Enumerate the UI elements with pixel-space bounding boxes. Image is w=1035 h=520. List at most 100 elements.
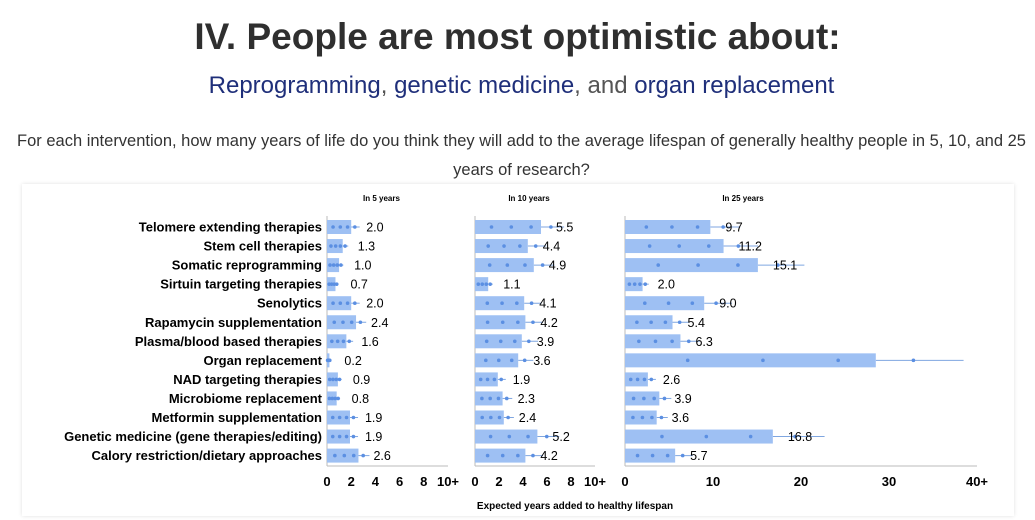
value-label: 6.3 <box>695 335 712 349</box>
response-dot <box>330 415 335 420</box>
response-dot <box>485 301 490 305</box>
value-label: 0.8 <box>352 392 369 406</box>
response-dot <box>345 225 350 229</box>
value-label: 5.7 <box>690 449 707 463</box>
response-dot <box>492 377 497 382</box>
response-dot <box>484 282 489 286</box>
response-dot <box>670 339 674 344</box>
x-tick-label: 0 <box>621 474 628 489</box>
response-dot <box>628 377 633 382</box>
response-dot <box>714 301 718 305</box>
value-label: 1.9 <box>365 411 382 425</box>
response-dot <box>485 377 490 382</box>
response-dot <box>496 396 501 401</box>
subtitle-separator-2: , and <box>574 72 635 99</box>
response-dot <box>353 301 357 305</box>
response-dot <box>330 339 334 344</box>
response-dot <box>334 282 339 286</box>
response-dot <box>351 415 356 420</box>
value-label: 2.0 <box>366 297 383 311</box>
response-dot <box>690 301 695 305</box>
response-dot <box>330 396 335 401</box>
response-dot <box>327 282 331 286</box>
survey-question: For each intervention, how many years of… <box>17 132 1026 179</box>
lifespan-chart: Telomere extending therapies Stem cell th… <box>64 194 988 512</box>
response-dot <box>500 453 505 458</box>
bar <box>475 220 541 234</box>
response-dot <box>504 396 509 401</box>
category-label: NAD targeting therapies <box>173 372 322 387</box>
response-dot <box>337 415 342 420</box>
subtitle-genetic-medicine: genetic medicine <box>394 72 575 99</box>
response-dot <box>512 339 517 344</box>
response-dot <box>677 244 682 248</box>
response-dot <box>526 434 530 439</box>
response-dot <box>721 225 725 229</box>
response-dot <box>488 434 493 439</box>
bar <box>625 429 773 444</box>
response-dot <box>653 339 658 344</box>
value-label: 1.9 <box>365 430 382 444</box>
panel-title-in-25-years: In 25 years <box>722 194 764 203</box>
category-label: Plasma/blood based therapies <box>135 334 322 349</box>
response-dot <box>330 434 335 439</box>
x-tick-label: 6 <box>543 474 550 489</box>
category-label: Microbiome replacement <box>169 391 323 406</box>
response-dot <box>696 263 700 267</box>
response-dot <box>544 434 549 439</box>
response-dot <box>332 320 337 325</box>
value-label: 4.1 <box>539 297 556 311</box>
response-dot <box>670 225 674 229</box>
response-dot <box>496 358 501 363</box>
value-label: 1.6 <box>361 335 378 349</box>
response-dot <box>338 244 343 248</box>
response-dot <box>635 377 640 382</box>
category-label: Metformin supplementation <box>152 410 323 425</box>
response-dot <box>637 339 641 344</box>
response-dot <box>643 282 648 286</box>
value-label: 0.2 <box>344 354 361 368</box>
response-dot <box>736 263 740 267</box>
bar <box>625 296 705 311</box>
x-tick-label: 2 <box>495 474 502 489</box>
response-dot <box>662 396 667 401</box>
response-dot <box>489 415 493 420</box>
response-dot <box>911 358 916 363</box>
response-dot <box>631 396 636 401</box>
value-label: 15.1 <box>773 259 797 273</box>
response-dot <box>349 320 354 325</box>
response-dot <box>518 244 522 248</box>
response-dot <box>331 377 335 382</box>
response-dot <box>659 415 664 420</box>
response-dot <box>663 320 668 325</box>
response-dot <box>638 282 642 286</box>
response-dot <box>523 263 527 267</box>
response-dot <box>485 320 490 325</box>
bar <box>625 334 681 349</box>
category-label: Stem cell therapies <box>204 239 323 254</box>
response-dot <box>531 320 535 325</box>
response-dot <box>507 434 512 439</box>
response-dot <box>331 301 335 305</box>
bar <box>475 258 534 273</box>
value-label: 1.3 <box>358 240 375 254</box>
value-label: 5.5 <box>556 221 573 235</box>
bar <box>475 296 525 311</box>
response-dot <box>540 263 545 267</box>
response-dot <box>529 225 533 229</box>
response-dot <box>480 415 485 420</box>
bar <box>625 220 711 234</box>
response-dot <box>327 377 332 382</box>
value-label: 2.0 <box>658 278 675 292</box>
response-dot <box>343 244 347 248</box>
x-tick-label: 40+ <box>966 474 988 489</box>
response-dot <box>488 282 492 286</box>
response-dot <box>337 377 342 382</box>
bar <box>475 429 538 444</box>
response-dot <box>331 263 336 267</box>
response-dot <box>488 396 492 401</box>
response-dot <box>776 263 780 267</box>
response-dot <box>351 434 356 439</box>
response-dot <box>500 320 505 325</box>
response-dot <box>499 377 504 382</box>
